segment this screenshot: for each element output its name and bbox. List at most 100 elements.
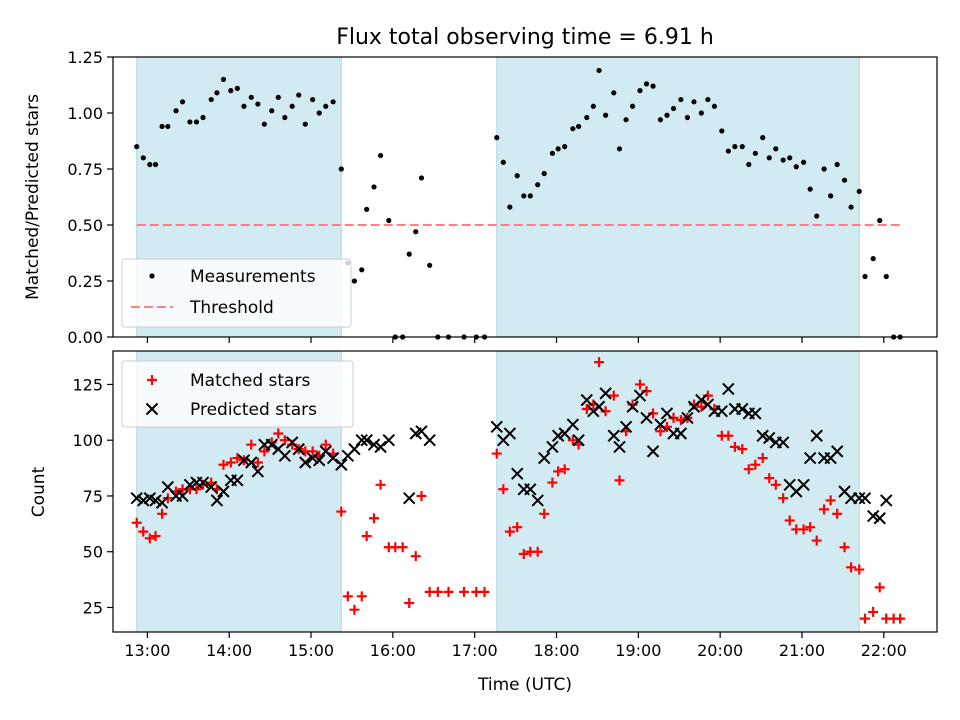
measurement-point (541, 170, 547, 177)
matched-star-point (279, 435, 290, 446)
matched-star-point (498, 484, 509, 495)
top-plot-frame (112, 56, 938, 338)
matched-star-point (559, 464, 570, 475)
matched-star-point (737, 444, 748, 455)
predicted-star-point (681, 411, 694, 425)
predicted-star-point (674, 427, 688, 440)
measurement-point (310, 96, 316, 103)
y-tick-label: 0.25 (67, 272, 103, 291)
measurement-point (732, 144, 738, 150)
y-tick-label: 1.00 (67, 104, 103, 123)
measurement-point (807, 186, 813, 192)
measurement-point (165, 123, 171, 130)
matched-star-point (874, 582, 885, 593)
matched-star-point (410, 551, 421, 562)
measurement-point (705, 96, 711, 103)
predicted-star-point (551, 429, 565, 442)
matched-star-point (336, 506, 347, 517)
predicted-star-point (196, 476, 210, 489)
predicted-star-point (599, 387, 612, 400)
measurement-point (828, 193, 834, 199)
measurement-point (766, 155, 772, 161)
measurement-point (684, 114, 691, 121)
matched-star-point (397, 542, 408, 553)
measurement-point (657, 117, 664, 123)
measurement-point (193, 119, 200, 125)
matched-star-point (512, 522, 523, 533)
measurement-point (514, 173, 520, 179)
matched-star-point (349, 604, 360, 615)
matched-star-point (479, 586, 490, 597)
matched-star-point (846, 562, 857, 573)
y-tick-label: 125 (72, 375, 103, 394)
matched-star-point (764, 473, 775, 484)
matched-star-point (361, 531, 372, 542)
predicted-star-point (572, 433, 585, 447)
matched-star-point (404, 598, 415, 609)
matched-star-point (138, 526, 149, 537)
measurement-point (248, 94, 254, 100)
matched-star-point (504, 526, 515, 537)
matched-star-point (356, 591, 367, 602)
measurement-point (255, 101, 261, 107)
predicted-star-point (613, 440, 626, 454)
predicted-star-point (149, 494, 162, 507)
predicted-star-point (830, 445, 844, 458)
predicted-star-point (306, 451, 319, 465)
measurement-point (377, 152, 384, 159)
predicted-star-point (326, 451, 340, 465)
predicted-star-point (654, 418, 667, 431)
y-tick-label: 25 (83, 598, 103, 617)
matched-star-point (825, 495, 836, 506)
top-shaded-region (496, 56, 860, 338)
predicted-star-point (756, 429, 769, 442)
chart-title: Flux total observing time = 6.91 h (336, 25, 714, 50)
x-tick-label: 14:00 (206, 641, 252, 660)
matched-star-point (770, 479, 781, 490)
measurement-point (870, 256, 876, 262)
matched-star-point (150, 531, 161, 542)
matched-star-point (729, 441, 740, 452)
predicted-star-point (367, 438, 381, 451)
measurement-points (134, 67, 903, 340)
measurement-point (801, 159, 807, 165)
measurement-point (787, 155, 793, 161)
predicted-star-point (797, 478, 810, 492)
measurement-point (535, 182, 541, 188)
measurement-point (630, 103, 636, 109)
predicted-star-point (607, 429, 620, 442)
legend-frame (121, 360, 354, 428)
matched-star-point (811, 535, 822, 546)
measurement-point (494, 135, 500, 141)
top-shaded-regions (136, 56, 860, 338)
y-tick-label: 50 (83, 543, 103, 562)
predicted-star-point (619, 420, 633, 434)
predicted-star-point (736, 402, 749, 416)
matched-star-point (567, 435, 578, 446)
measurement-point (275, 94, 281, 100)
measurement-point (214, 90, 220, 96)
predicted-star-point (524, 483, 537, 496)
predicted-star-point (335, 458, 348, 471)
predicted-star-point (382, 433, 395, 447)
measurement-point (711, 103, 718, 109)
measurement-point (862, 273, 868, 280)
predicted-stars-points (130, 382, 893, 525)
measurement-point (773, 146, 779, 152)
predicted-star-point (803, 451, 817, 465)
top-x-ticks (146, 337, 885, 343)
matched-star-point (416, 490, 427, 501)
matched-star-point (859, 613, 870, 624)
measurement-point (427, 262, 433, 268)
matched-star-point (778, 493, 789, 504)
predicted-star-point (348, 442, 361, 456)
matched-star-point (819, 504, 830, 515)
top-panel: 0.00 0.25 0.50 0.75 1.00 1.25 Matched/Predict… (23, 48, 938, 347)
legend-label: Matched stars (190, 371, 310, 391)
measurement-point (602, 112, 609, 118)
predicted-star-point (137, 494, 150, 507)
measurement-point (507, 204, 513, 210)
x-tick-label: 16:00 (370, 641, 416, 660)
x-tick-label: 13:00 (124, 641, 170, 660)
measurement-point (562, 144, 568, 150)
